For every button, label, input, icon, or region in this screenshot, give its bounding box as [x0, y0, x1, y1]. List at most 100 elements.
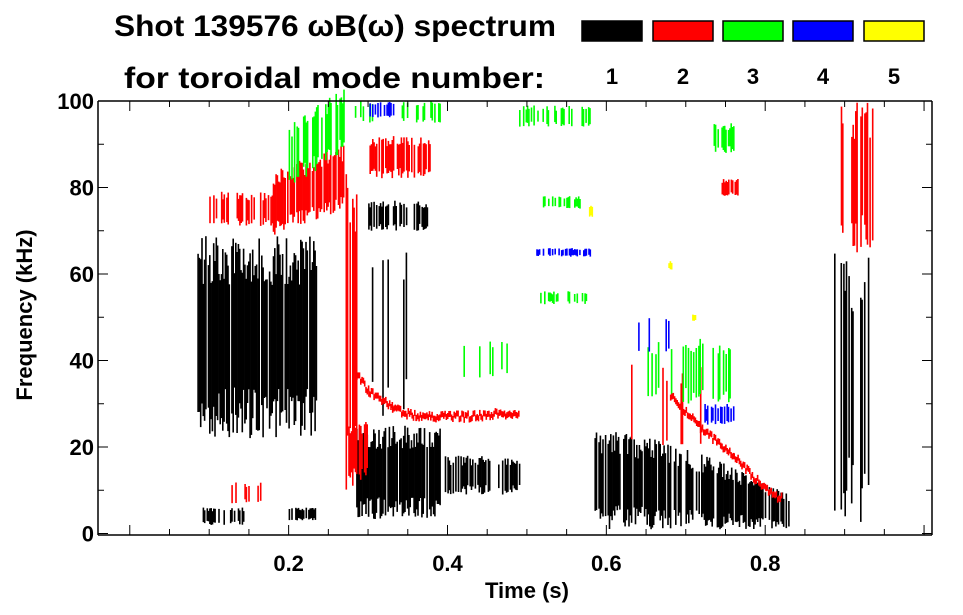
mode-1-spectral-mark [395, 443, 397, 502]
mode-4-spectral-mark [551, 249, 554, 256]
mode-1-spectral-mark [404, 425, 406, 512]
mode-1-spectral-mark [231, 508, 233, 522]
mode-2-spectral-mark [391, 140, 394, 179]
mode-1-spectral-mark [678, 453, 681, 513]
mode-3-spectral-mark [306, 120, 309, 168]
mode-2-chirp-mark [436, 414, 439, 420]
mode-1-spectral-mark [421, 206, 423, 227]
mode-2-spectral-mark [226, 197, 228, 223]
mode-2-chirp-mark [369, 391, 371, 398]
mode-1-spectral-mark [301, 508, 304, 521]
mode-1-spectral-mark [616, 440, 619, 511]
mode-2-chirp-mark [475, 415, 477, 422]
mode-1-spectral-mark [703, 464, 706, 520]
mode-1-spectral-mark [736, 472, 738, 523]
mode-1-spectral-mark [292, 262, 294, 398]
mode-2-chirp-mark [461, 410, 463, 417]
mode-4-spectral-mark [538, 249, 541, 255]
mode-3-spectral-mark [718, 345, 721, 400]
mode-2-chirp-mark [356, 373, 358, 380]
mode-2-spectral-mark [734, 181, 737, 195]
mode-4-spectral-mark [570, 248, 572, 257]
mode-2-spectral-mark [424, 143, 426, 175]
mode-1-spectral-mark [276, 236, 279, 402]
mode-1-spectral-mark [673, 461, 676, 510]
mode-1-spectral-mark [742, 473, 745, 523]
mode-2-spectral-mark [244, 484, 246, 500]
mode-3-spectral-mark [401, 105, 404, 119]
mode-1-spectral-mark [251, 249, 254, 419]
mode-1-spectral-mark [435, 431, 437, 501]
mode-1-spectral-mark [834, 253, 836, 511]
mode-1-spectral-mark [237, 244, 240, 418]
mode-1-spectral-mark [844, 290, 846, 517]
mode-2-chirp-mark [689, 413, 691, 420]
mode-2-spectral-mark [413, 144, 416, 178]
mode-1-spectral-mark [680, 454, 682, 527]
mode-4-spectral-mark [705, 409, 708, 421]
mode-2-chirp-mark [378, 395, 381, 402]
mode-1-spectral-mark [214, 261, 216, 437]
mode-1-spectral-mark [434, 432, 436, 517]
mode-1-spectral-mark [274, 248, 276, 400]
mode-1-spectral-mark [257, 278, 259, 431]
mode-3-spectral-mark [687, 347, 690, 404]
mode-1-spectral-mark [740, 484, 742, 516]
mode-1-spectral-mark [745, 475, 747, 529]
mode-3-spectral-mark [330, 102, 332, 156]
mode-3-spectral-mark [354, 106, 357, 118]
mode-3-spectral-mark [573, 294, 576, 302]
mode-1-spectral-mark [612, 435, 615, 511]
mode-2-chirp-mark [385, 396, 387, 403]
mode-1-spectral-mark [425, 204, 427, 229]
mode-1-spectral-mark [686, 450, 689, 515]
mode-1-spectral-mark [611, 452, 613, 521]
mode-2-chirp-mark [501, 411, 503, 418]
y-tick-label: 20 [70, 435, 94, 460]
mode-4-spectral-mark [719, 406, 722, 424]
mode-1-spectral-mark [387, 447, 389, 512]
mode-2-chirp-mark [742, 461, 745, 468]
mode-1-spectral-mark [511, 459, 513, 493]
mode-4-spectral-mark [717, 408, 719, 421]
mode-1-spectral-mark [308, 509, 310, 520]
mode-2-spectral-mark [420, 137, 422, 176]
mode-1-spectral-mark [300, 239, 302, 436]
mode-2-spectral-mark [358, 424, 361, 475]
mode-1-spectral-mark [477, 464, 479, 485]
mode-2-chirp-mark [677, 402, 680, 409]
mode-1-spectral-mark [721, 477, 724, 527]
mode-1-spectral-mark [255, 264, 258, 430]
mode-2-spectral-mark [662, 367, 664, 445]
mode-1-spectral-mark [381, 206, 383, 230]
mode-1-spectral-mark [457, 455, 460, 492]
mode-1-spectral-mark [309, 236, 311, 413]
mode-2-spectral-mark [369, 145, 371, 174]
mode-1-spectral-mark [758, 482, 760, 519]
mode-4-spectral-mark [730, 408, 732, 422]
mode-1-spectral-mark [405, 442, 408, 501]
mode-2-chirp-mark [432, 415, 435, 422]
mode-2-chirp-mark [489, 414, 491, 421]
mode-3-spectral-mark [335, 93, 337, 156]
mode-1-spectral-mark [645, 446, 647, 509]
mode-2-chirp-mark [424, 413, 427, 420]
mode-1-spectral-mark [313, 241, 315, 397]
mode-2-chirp-mark [736, 457, 738, 463]
mode-2-chirp-mark [437, 415, 440, 422]
mode-4-spectral-mark [726, 404, 728, 421]
mode-2-chirp-mark [450, 414, 453, 421]
mode-2-chirp-mark [410, 409, 412, 415]
mode-2-chirp-mark [433, 415, 436, 422]
mode-2-chirp-mark [502, 411, 504, 418]
mode-2-chirp-mark [499, 409, 502, 416]
mode-1-spectral-mark [205, 236, 207, 410]
mode-2-chirp-mark [469, 416, 472, 423]
mode-1-spectral-mark [662, 453, 664, 529]
mode-3-spectral-mark [489, 341, 491, 375]
mode-1-spectral-mark [423, 428, 426, 499]
mode-4-spectral-mark [572, 250, 575, 256]
mode-4-spectral-mark [712, 407, 714, 421]
mode-2-chirp-mark [479, 409, 481, 416]
mode-2-chirp-mark [708, 432, 710, 439]
